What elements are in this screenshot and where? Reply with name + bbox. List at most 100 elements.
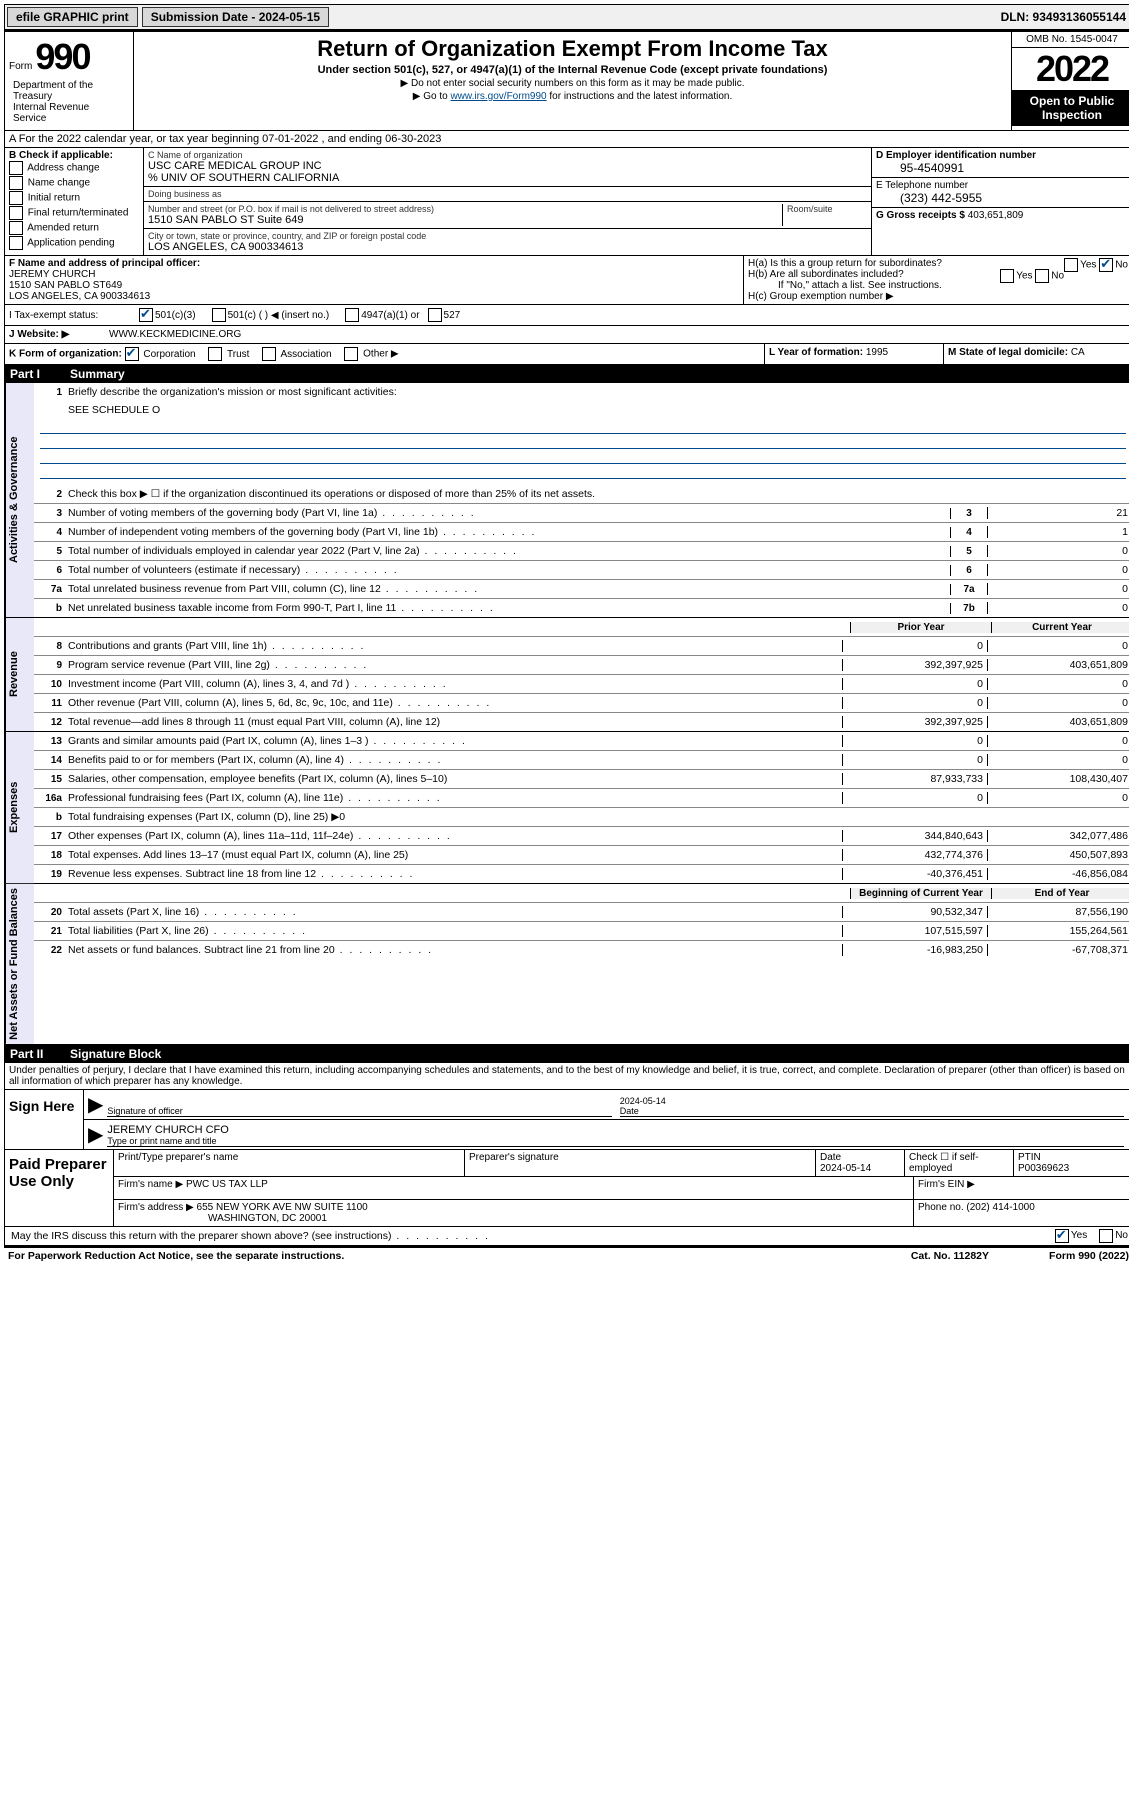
opt-trust: Trust (227, 349, 249, 360)
signature-block: Under penalties of perjury, I declare th… (4, 1063, 1129, 1150)
line17: Other expenses (Part IX, column (A), lin… (66, 829, 842, 843)
c9: 403,651,809 (987, 659, 1129, 671)
c18: 450,507,893 (987, 849, 1129, 861)
line11: Other revenue (Part VIII, column (A), li… (66, 696, 842, 710)
line-j-label: J Website: ▶ (9, 329, 109, 340)
table-netassets: Net Assets or Fund Balances Beginning of… (4, 884, 1129, 1045)
ha-label: H(a) Is this a group return for subordin… (748, 258, 942, 269)
org-name: USC CARE MEDICAL GROUP INC (148, 160, 867, 172)
c15: 108,430,407 (987, 773, 1129, 785)
line14: Benefits paid to or for members (Part IX… (66, 753, 842, 767)
discuss-yes-chk[interactable] (1055, 1229, 1069, 1243)
ein: 95-4540991 (876, 161, 1128, 175)
line6: Total number of volunteers (estimate if … (66, 563, 950, 577)
row-a-tax-year: A For the 2022 calendar year, or tax yea… (4, 131, 1129, 148)
p15: 87,933,733 (842, 773, 987, 785)
line20: Total assets (Part X, line 16) (66, 905, 842, 919)
paid-preparer: Paid Preparer Use Only Print/Type prepar… (4, 1150, 1129, 1227)
prep-title: Paid Preparer Use Only (5, 1150, 114, 1226)
discuss-q: May the IRS discuss this return with the… (9, 1229, 1055, 1243)
v4: 1 (987, 526, 1129, 538)
sig-name-val: JEREMY CHURCH CFO (107, 1124, 1124, 1136)
line16b: Total fundraising expenses (Part IX, col… (66, 810, 842, 824)
table-governance: Activities & Governance 1Briefly describ… (4, 383, 1129, 618)
hb-no[interactable]: No (1051, 271, 1064, 282)
form-subtitle: Under section 501(c), 527, or 4947(a)(1)… (138, 64, 1007, 76)
chk-other[interactable] (344, 347, 358, 361)
gross-val: 403,651,809 (968, 210, 1024, 221)
opt-501c3: 501(c)(3) (155, 310, 196, 321)
c20: 87,556,190 (987, 906, 1129, 918)
hdr-end: End of Year (991, 888, 1129, 899)
v5: 0 (987, 545, 1129, 557)
p17: 344,840,643 (842, 830, 987, 842)
city: LOS ANGELES, CA 900334613 (148, 241, 867, 253)
p21: 107,515,597 (842, 925, 987, 937)
chk-address-change[interactable]: Address change (9, 161, 139, 175)
form-header: Form 990 Department of the Treasury Inte… (4, 30, 1129, 131)
top-bar: efile GRAPHIC print Submission Date - 20… (4, 4, 1129, 30)
prep-sig-col: Preparer's signature (465, 1150, 816, 1176)
chk-501c[interactable] (212, 308, 226, 322)
col-h-group: H(a) Is this a group return for subordin… (744, 256, 1129, 304)
opt-corp: Corporation (143, 349, 195, 360)
chk-app-pending[interactable]: Application pending (9, 236, 139, 250)
discuss-no-chk[interactable] (1099, 1229, 1113, 1243)
note2-pre: ▶ Go to (413, 91, 451, 102)
chk-4947[interactable] (345, 308, 359, 322)
prep-self-col[interactable]: Check ☐ if self-employed (905, 1150, 1014, 1176)
prep-name-col: Print/Type preparer's name (114, 1150, 465, 1176)
sig-name-field[interactable]: JEREMY CHURCH CFO Type or print name and… (107, 1124, 1124, 1147)
c21: 155,264,561 (987, 925, 1129, 937)
p11: 0 (842, 697, 987, 709)
line9: Program service revenue (Part VIII, line… (66, 658, 842, 672)
chk-501c3[interactable] (139, 308, 153, 322)
website-val[interactable]: WWW.KECKMEDICINE.ORG (109, 329, 241, 340)
ha-no[interactable]: No (1115, 260, 1128, 271)
chk-initial-return[interactable]: Initial return (9, 191, 139, 205)
open-public-badge: Open to Public Inspection (1012, 90, 1129, 126)
vtab-expenses: Expenses (5, 732, 34, 883)
note2-post: for instructions and the latest informat… (547, 91, 733, 102)
chk-amended[interactable]: Amended return (9, 221, 139, 235)
line-klm: K Form of organization: Corporation Trus… (4, 344, 1129, 365)
c19: -46,856,084 (987, 868, 1129, 880)
sig-declaration: Under penalties of perjury, I declare th… (5, 1063, 1129, 1089)
prep-ptin-col: PTINP00369623 (1014, 1150, 1129, 1176)
chk-final-return[interactable]: Final return/terminated (9, 206, 139, 220)
hb-yes[interactable]: Yes (1016, 271, 1032, 282)
chk-trust[interactable] (208, 347, 222, 361)
hb-note: If "No," attach a list. See instructions… (748, 280, 1128, 291)
discuss-no: No (1115, 1230, 1128, 1241)
col-c-org-info: C Name of organization USC CARE MEDICAL … (144, 148, 871, 255)
line8: Contributions and grants (Part VIII, lin… (66, 639, 842, 653)
efile-button[interactable]: efile GRAPHIC print (7, 7, 138, 27)
section-fh: F Name and address of principal officer:… (4, 256, 1129, 305)
line1-desc: Briefly describe the organization's miss… (66, 385, 1129, 399)
part2-num: Part II (10, 1047, 70, 1061)
line1-val: SEE SCHEDULE O (66, 403, 1129, 417)
l-label: L Year of formation: (769, 347, 863, 358)
part2-header: Part II Signature Block (4, 1045, 1129, 1063)
table-expenses: Expenses 13Grants and similar amounts pa… (4, 732, 1129, 884)
line19: Revenue less expenses. Subtract line 18 … (66, 867, 842, 881)
officer-addr1: 1510 SAN PABLO ST649 (9, 280, 739, 291)
submission-date: Submission Date - 2024-05-15 (142, 7, 329, 27)
officer-addr2: LOS ANGELES, CA 900334613 (9, 291, 739, 302)
paperwork-notice: For Paperwork Reduction Act Notice, see … (8, 1250, 911, 1262)
part2-title: Signature Block (70, 1047, 161, 1061)
city-label: City or town, state or province, country… (148, 231, 867, 241)
line4: Number of independent voting members of … (66, 525, 950, 539)
ha-yes[interactable]: Yes (1080, 260, 1096, 271)
chk-assoc[interactable] (262, 347, 276, 361)
sign-here-label: Sign Here (5, 1090, 84, 1149)
line15: Salaries, other compensation, employee b… (66, 772, 842, 786)
irs-link[interactable]: www.irs.gov/Form990 (450, 91, 546, 102)
sig-officer-field[interactable]: Signature of officer (107, 1106, 611, 1117)
sig-date-field[interactable]: 2024-05-14 Date (620, 1096, 1124, 1117)
part1-num: Part I (10, 367, 70, 381)
c10: 0 (987, 678, 1129, 690)
chk-name-change[interactable]: Name change (9, 176, 139, 190)
chk-corp[interactable] (125, 347, 139, 361)
chk-527[interactable] (428, 308, 442, 322)
